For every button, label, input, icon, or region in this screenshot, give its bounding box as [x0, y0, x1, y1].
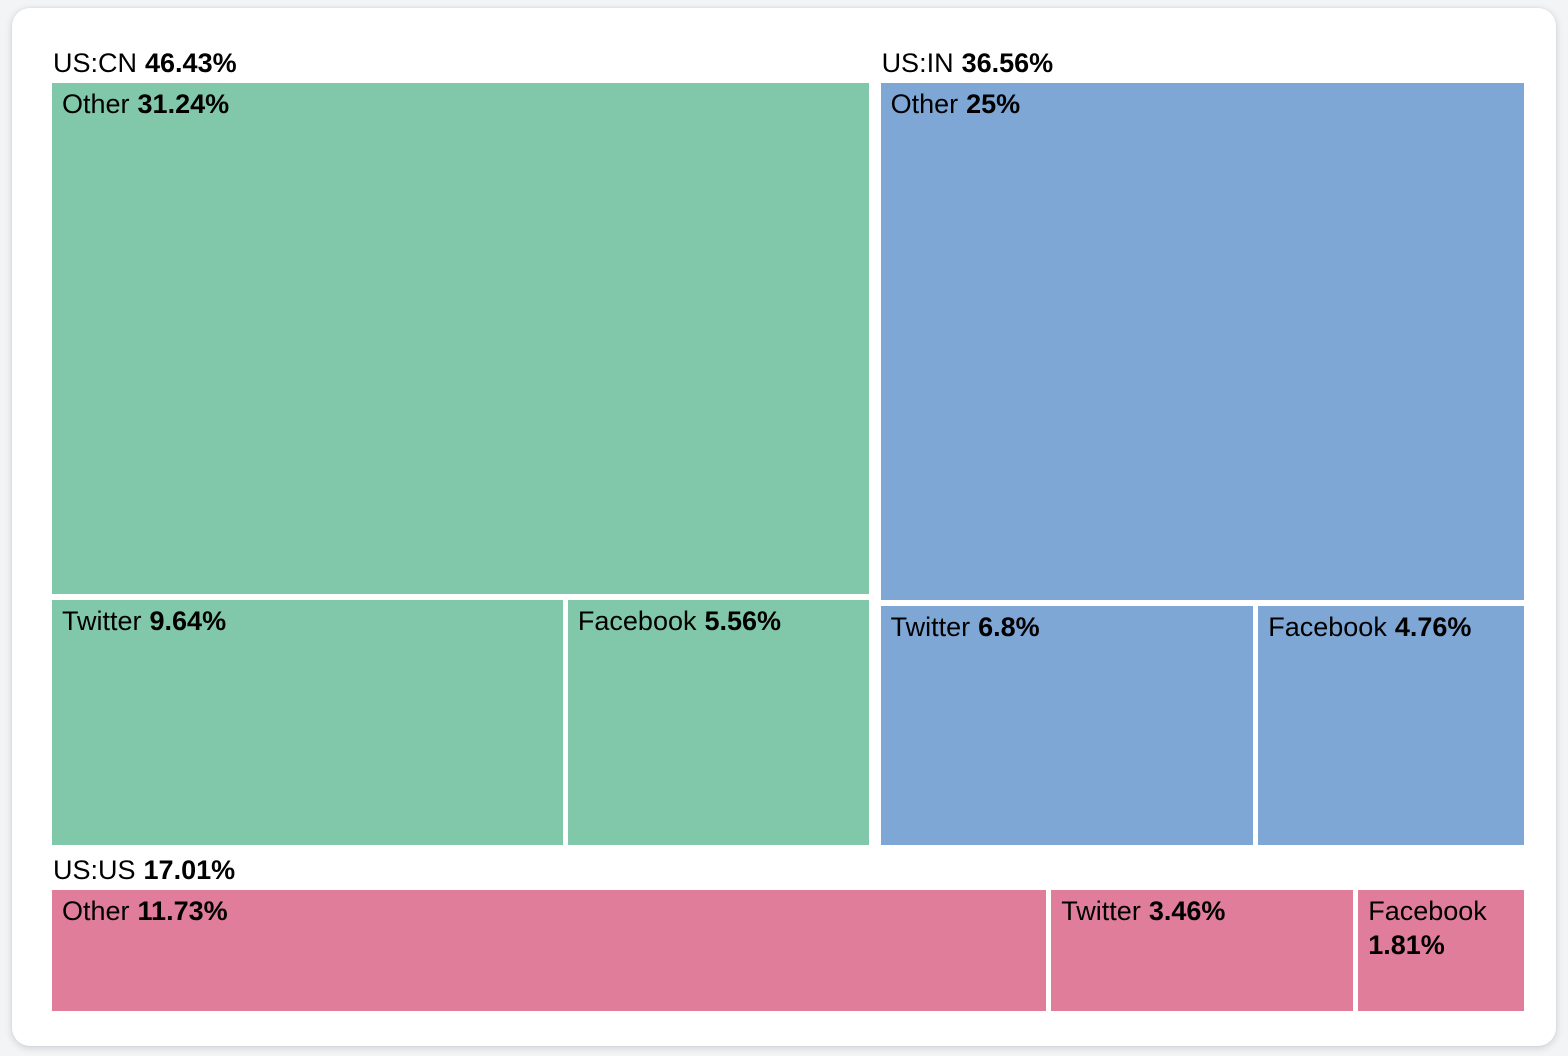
cell-name: Facebook	[1368, 896, 1487, 926]
group-value: 17.01%	[143, 855, 236, 885]
group-value: 46.43%	[145, 48, 237, 78]
cell-label: Facebook 4.76%	[1268, 611, 1514, 645]
treemap-cell-us-us-facebook[interactable]: Facebook 1.81%	[1358, 890, 1524, 1011]
group-cells-us-in: Other 25% Twitter 6.8% Facebook	[880, 83, 1524, 845]
cell-name: Twitter	[890, 612, 971, 642]
cell-label: Facebook 5.56%	[578, 605, 859, 639]
group-value: 36.56%	[961, 48, 1054, 78]
treemap-cell-us-cn-other[interactable]: Other 31.24%	[52, 83, 869, 594]
cell-label: Twitter 6.8%	[891, 611, 1244, 645]
sub-row: Twitter 6.8% Facebook 4.76%	[880, 606, 1524, 845]
treemap-card: US:CN 46.43% Other 31.24% Twitter 9.64%	[12, 8, 1556, 1046]
cell-name: Twitter	[1061, 896, 1141, 926]
treemap-cell-us-in-other[interactable]: Other 25%	[880, 83, 1524, 600]
treemap-group-us-us: US:US 17.01% Other 11.73% Twitter 3.46% …	[52, 851, 1524, 1011]
cell-name: Facebook	[1268, 612, 1387, 642]
treemap-group-us-in: US:IN 36.56% Other 25% Twitter 6.8%	[880, 44, 1524, 845]
cell-name: Facebook	[577, 606, 697, 636]
treemap-cell-us-us-other[interactable]: Other 11.73%	[52, 890, 1047, 1011]
group-header-us-in: US:IN 36.56%	[881, 44, 1524, 83]
cell-label: Other 31.24%	[62, 88, 859, 122]
cell-value: 9.64%	[149, 606, 227, 636]
cell-name: Other	[62, 896, 130, 926]
group-header-us-us: US:US 17.01%	[52, 851, 1524, 890]
cell-label: Other 11.73%	[62, 895, 1036, 929]
group-label: US:US	[53, 855, 136, 885]
cell-label: Other 25%	[891, 88, 1514, 122]
sub-row: Twitter 9.64% Facebook 5.56%	[52, 600, 869, 845]
cell-value: 6.8%	[978, 612, 1040, 642]
cell-value: 4.76%	[1394, 612, 1472, 642]
cell-value: 11.73%	[137, 896, 228, 926]
cell-value: 25%	[966, 89, 1021, 119]
treemap-cell-us-in-facebook[interactable]: Facebook 4.76%	[1258, 606, 1524, 845]
cell-value: 31.24%	[137, 89, 230, 119]
cell-value: 3.46%	[1148, 896, 1226, 926]
treemap-cell-us-cn-facebook[interactable]: Facebook 5.56%	[567, 600, 869, 845]
group-label: US:IN	[881, 48, 954, 78]
group-header-us-cn: US:CN 46.43%	[52, 44, 869, 83]
cell-label: Twitter 3.46%	[1061, 895, 1343, 929]
group-cells-us-cn: Other 31.24% Twitter 9.64% Facebook	[52, 83, 869, 845]
cell-label: Twitter 9.64%	[62, 605, 553, 639]
treemap-group-us-cn: US:CN 46.43% Other 31.24% Twitter 9.64%	[52, 44, 869, 845]
group-label: US:CN	[53, 48, 138, 78]
cell-name: Other	[62, 89, 130, 119]
cell-value: 5.56%	[704, 606, 782, 636]
treemap-cell-us-in-twitter[interactable]: Twitter 6.8%	[880, 606, 1254, 845]
cell-name: Twitter	[62, 606, 142, 636]
treemap-cell-us-us-twitter[interactable]: Twitter 3.46%	[1051, 890, 1354, 1011]
treemap-cell-us-cn-twitter[interactable]: Twitter 9.64%	[52, 600, 563, 845]
cell-label: Facebook 1.81%	[1368, 895, 1514, 963]
cell-value: 1.81%	[1368, 929, 1445, 960]
cell-name: Other	[890, 89, 959, 119]
group-cells-us-us: Other 11.73% Twitter 3.46% Facebook 1.81…	[52, 890, 1524, 1011]
treemap-top-row: US:CN 46.43% Other 31.24% Twitter 9.64%	[52, 44, 1524, 845]
